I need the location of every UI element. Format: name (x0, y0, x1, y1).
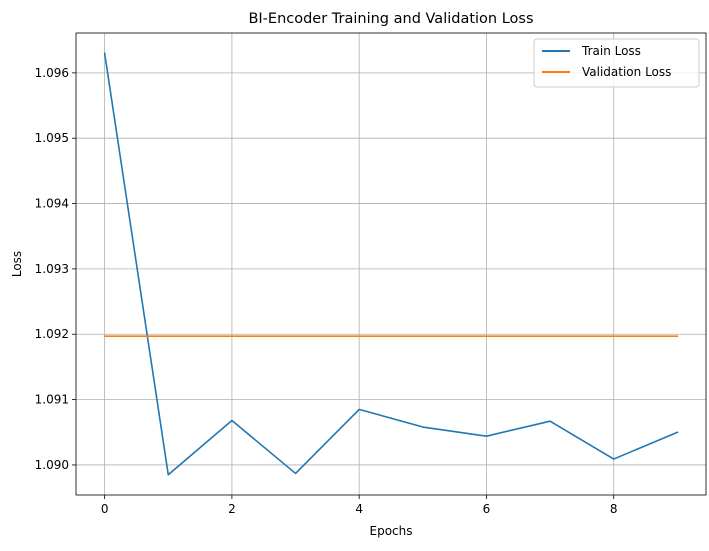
legend-label-train-loss: Train Loss (581, 44, 641, 58)
axes-frame (75, 32, 707, 496)
chart-title: BI-Encoder Training and Validation Loss (248, 11, 533, 27)
legend: Train Loss Validation Loss (533, 38, 700, 88)
x-tick-label: 2 (228, 502, 236, 516)
series-line-train-loss (103, 52, 679, 476)
y-tick-label: 1.091 (35, 393, 69, 407)
y-tick-label: 1.093 (35, 262, 69, 276)
y-tick-label: 1.096 (35, 66, 69, 80)
x-tick-label: 8 (610, 502, 618, 516)
y-tick-label: 1.090 (35, 458, 69, 472)
y-axis-label: Loss (10, 251, 24, 277)
x-axis-label: Epochs (370, 524, 413, 538)
grid (76, 33, 706, 495)
plot-area (76, 33, 706, 495)
y-tick-label: 1.094 (35, 197, 69, 211)
legend-box (533, 38, 700, 88)
series-lines (103, 52, 679, 476)
x-tick-label: 0 (101, 502, 109, 516)
y-tick-label: 1.092 (35, 327, 69, 341)
y-tick-label: 1.095 (35, 131, 69, 145)
x-tick-label: 6 (483, 502, 491, 516)
legend-label-validation-loss: Validation Loss (582, 65, 671, 79)
ticks: 0 2 4 6 8 1.090 1.091 1.092 1.093 1.094 1.095 1.096 (35, 66, 618, 516)
x-tick-label: 4 (355, 502, 363, 516)
